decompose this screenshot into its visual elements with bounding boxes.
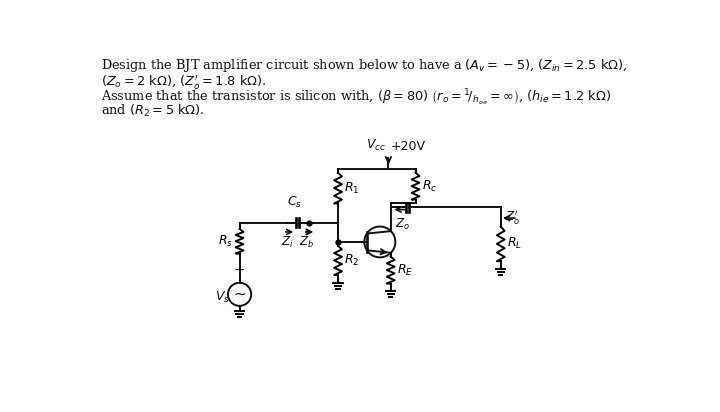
Text: $Z_i$: $Z_i$ [281, 235, 293, 250]
Text: $R_s$: $R_s$ [218, 234, 233, 249]
Text: ~: ~ [233, 287, 246, 302]
Text: $V_{cc}$: $V_{cc}$ [366, 138, 386, 153]
Text: +: + [234, 263, 246, 277]
Text: $Z_o^{\prime}$: $Z_o^{\prime}$ [505, 208, 521, 225]
Text: Assume that the transistor is silicon with, $(\beta = 80)$ $\left(r_o = {}^{1}\!: Assume that the transistor is silicon wi… [101, 88, 611, 108]
Text: $Z_b$: $Z_b$ [300, 235, 315, 250]
Text: $(Z_o = 2\ \mathrm{k}\Omega)$, $(Z_o^{\prime} = 1.8\ \mathrm{k}\Omega)$.: $(Z_o = 2\ \mathrm{k}\Omega)$, $(Z_o^{\p… [101, 73, 266, 91]
Text: $R_L$: $R_L$ [507, 236, 522, 251]
Text: $C_s$: $C_s$ [287, 195, 302, 211]
Text: $V_s$: $V_s$ [215, 290, 230, 305]
Text: $R_1$: $R_1$ [344, 180, 359, 196]
Text: $R_2$: $R_2$ [344, 253, 359, 268]
Text: and $(R_2 = 5\ \mathrm{k}\Omega)$.: and $(R_2 = 5\ \mathrm{k}\Omega)$. [101, 103, 204, 119]
Text: $Z_o$: $Z_o$ [395, 217, 410, 232]
Text: $R_c$: $R_c$ [422, 178, 437, 194]
Text: +20V: +20V [391, 140, 426, 153]
Text: Design the BJT amplifier circuit shown below to have a $(A_v = -5)$, $(Z_{in} = : Design the BJT amplifier circuit shown b… [101, 57, 627, 74]
Text: $R_E$: $R_E$ [397, 262, 413, 278]
